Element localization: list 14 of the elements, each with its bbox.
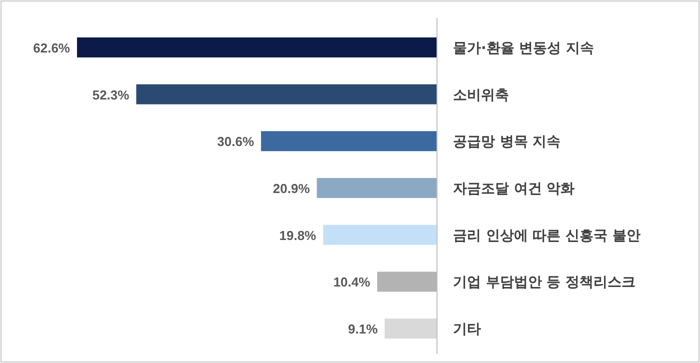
data-label: 52.3%: [92, 87, 130, 102]
data-label: 10.4%: [333, 274, 371, 290]
data-label: 9.1%: [348, 322, 378, 337]
data-label: 62.6%: [33, 40, 70, 56]
y-tick-label: 소비위축: [453, 87, 509, 104]
y-tick-label: 자금조달 여건 악화: [453, 181, 575, 197]
data-label: 30.6%: [217, 134, 254, 150]
y-tick-label: 기타: [453, 322, 481, 338]
data-label: 20.9%: [272, 181, 310, 196]
data-label: 19.8%: [279, 228, 317, 243]
y-tick-label: 공급망 병목 지속: [453, 134, 561, 150]
y-tick-label: 물가·환율 변동성 지속: [453, 40, 594, 56]
y-tick-label: 금리 인상에 따른 신흥국 불안: [453, 228, 640, 244]
y-tick-label: 기업 부담법안 등 정책리스크: [453, 274, 636, 291]
